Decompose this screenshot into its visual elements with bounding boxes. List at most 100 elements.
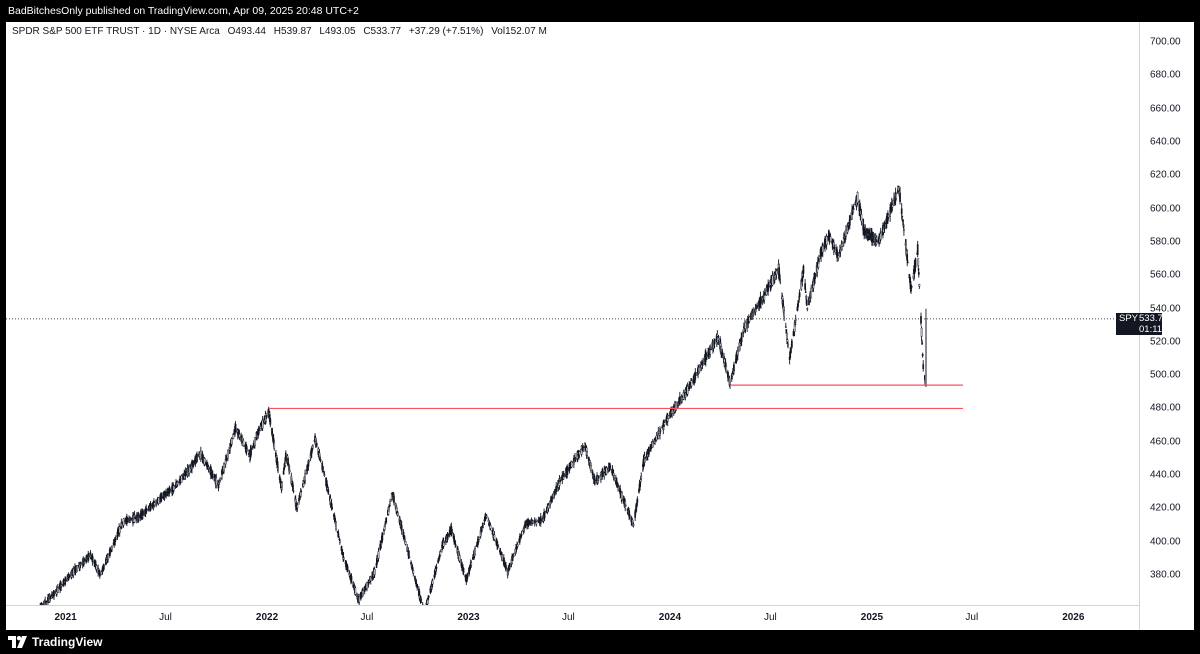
candle-body bbox=[787, 343, 789, 347]
candle-body bbox=[277, 466, 279, 471]
price-tick-label: 500.00 bbox=[1150, 369, 1181, 381]
price-tick-label: 640.00 bbox=[1150, 136, 1181, 148]
time-tick-label: Jul bbox=[561, 612, 575, 623]
candle-body bbox=[134, 516, 136, 520]
candle-body bbox=[833, 246, 836, 249]
symbol-name[interactable]: SPDR S&P 500 ETF TRUST · 1D · NYSE Arca bbox=[12, 26, 220, 37]
candle-body bbox=[306, 464, 309, 471]
candle-body bbox=[400, 524, 403, 532]
candle-body bbox=[269, 418, 272, 425]
candle-body bbox=[385, 517, 388, 523]
candle-body bbox=[916, 244, 919, 256]
candle-body bbox=[230, 438, 233, 445]
price-label-countdown: 01:11:35 bbox=[1139, 323, 1176, 335]
candle-body bbox=[717, 337, 720, 341]
candle-body bbox=[891, 204, 894, 208]
candle-body bbox=[512, 556, 515, 558]
candle-body bbox=[632, 524, 635, 527]
candle-body bbox=[536, 520, 538, 523]
candle-body bbox=[520, 533, 523, 537]
candle-body bbox=[917, 258, 920, 267]
price-chart[interactable] bbox=[6, 22, 1194, 630]
candle-body bbox=[196, 453, 198, 463]
candle-body bbox=[771, 275, 774, 286]
candle-body bbox=[744, 322, 747, 329]
candle-body bbox=[149, 503, 152, 511]
candle-body bbox=[292, 484, 294, 492]
time-tick-label: 2021 bbox=[54, 612, 77, 623]
candle-body bbox=[377, 551, 380, 559]
footer-bar: TradingView bbox=[0, 630, 1200, 654]
tradingview-logo[interactable]: TradingView bbox=[8, 634, 102, 650]
candle-body bbox=[868, 229, 870, 241]
candle-body bbox=[698, 366, 701, 373]
candle-body bbox=[84, 559, 86, 562]
candle-body bbox=[639, 479, 642, 482]
price-label-symbol: SPY bbox=[1119, 312, 1139, 324]
time-tick-label: 2024 bbox=[658, 612, 682, 623]
candle-body bbox=[107, 554, 109, 560]
candle-body bbox=[621, 492, 623, 501]
candle-body bbox=[342, 557, 345, 560]
candle-body bbox=[384, 524, 386, 527]
candle-body bbox=[250, 447, 252, 456]
candle-body bbox=[57, 587, 59, 593]
candle-body bbox=[736, 350, 739, 356]
candle-body bbox=[493, 534, 496, 540]
candle-body bbox=[729, 382, 731, 385]
candle-body bbox=[145, 509, 148, 512]
candle-body bbox=[785, 329, 788, 334]
candle-body bbox=[470, 562, 473, 566]
candle-body bbox=[920, 327, 923, 337]
candle-body bbox=[505, 565, 507, 569]
candle-body bbox=[694, 371, 697, 380]
candle-body bbox=[903, 229, 905, 232]
candle-body bbox=[825, 236, 828, 245]
chart-panel[interactable]: SPDR S&P 500 ETF TRUST · 1D · NYSE Arca … bbox=[6, 22, 1194, 630]
candle-body bbox=[814, 273, 816, 280]
price-tick-label: 400.00 bbox=[1150, 536, 1181, 548]
candle-body bbox=[783, 310, 785, 318]
candle-body bbox=[354, 587, 357, 595]
candle-body bbox=[775, 270, 778, 275]
candle-body bbox=[118, 526, 121, 534]
candle-body bbox=[350, 576, 353, 583]
open-value: O493.44 bbox=[227, 26, 266, 37]
candle-body bbox=[474, 548, 476, 555]
candle-body bbox=[784, 326, 787, 328]
candle-body bbox=[601, 471, 604, 477]
candle-body bbox=[763, 292, 766, 296]
candle-body bbox=[818, 258, 820, 263]
candle-body bbox=[233, 433, 235, 435]
candle-body bbox=[292, 490, 295, 492]
candle-body bbox=[778, 274, 781, 280]
candle-body bbox=[644, 457, 646, 459]
candle-body bbox=[640, 475, 643, 479]
candle-body bbox=[900, 208, 903, 215]
candle-body bbox=[439, 551, 442, 556]
candle-body bbox=[485, 515, 488, 518]
candle-body bbox=[678, 396, 681, 405]
price-tick-label: 480.00 bbox=[1150, 402, 1181, 414]
candle-body bbox=[804, 283, 806, 290]
candle-body bbox=[895, 193, 898, 200]
candle-body bbox=[64, 579, 67, 582]
candle-body bbox=[427, 595, 430, 598]
tradingview-brand: TradingView bbox=[32, 635, 103, 649]
time-axis[interactable]: 2021 Jul 2022 Jul 2023 Jul 2024 Jul 2025 Jul 2026 bbox=[6, 605, 1139, 630]
price-tick-label: 460.00 bbox=[1150, 436, 1181, 448]
candle-body bbox=[655, 435, 658, 441]
candle-body bbox=[396, 512, 399, 516]
candle-body bbox=[454, 544, 457, 546]
candle-body bbox=[165, 491, 167, 497]
candle-body bbox=[675, 402, 677, 411]
candle-body bbox=[516, 544, 519, 547]
price-tick-label: 620.00 bbox=[1150, 169, 1181, 181]
candle-body bbox=[447, 533, 449, 538]
candle-body bbox=[547, 504, 550, 509]
time-tick-label: 2023 bbox=[457, 612, 480, 623]
candle-body bbox=[582, 446, 585, 449]
candle-body bbox=[157, 497, 160, 504]
candle-body bbox=[609, 465, 612, 468]
candle-body bbox=[910, 285, 913, 288]
